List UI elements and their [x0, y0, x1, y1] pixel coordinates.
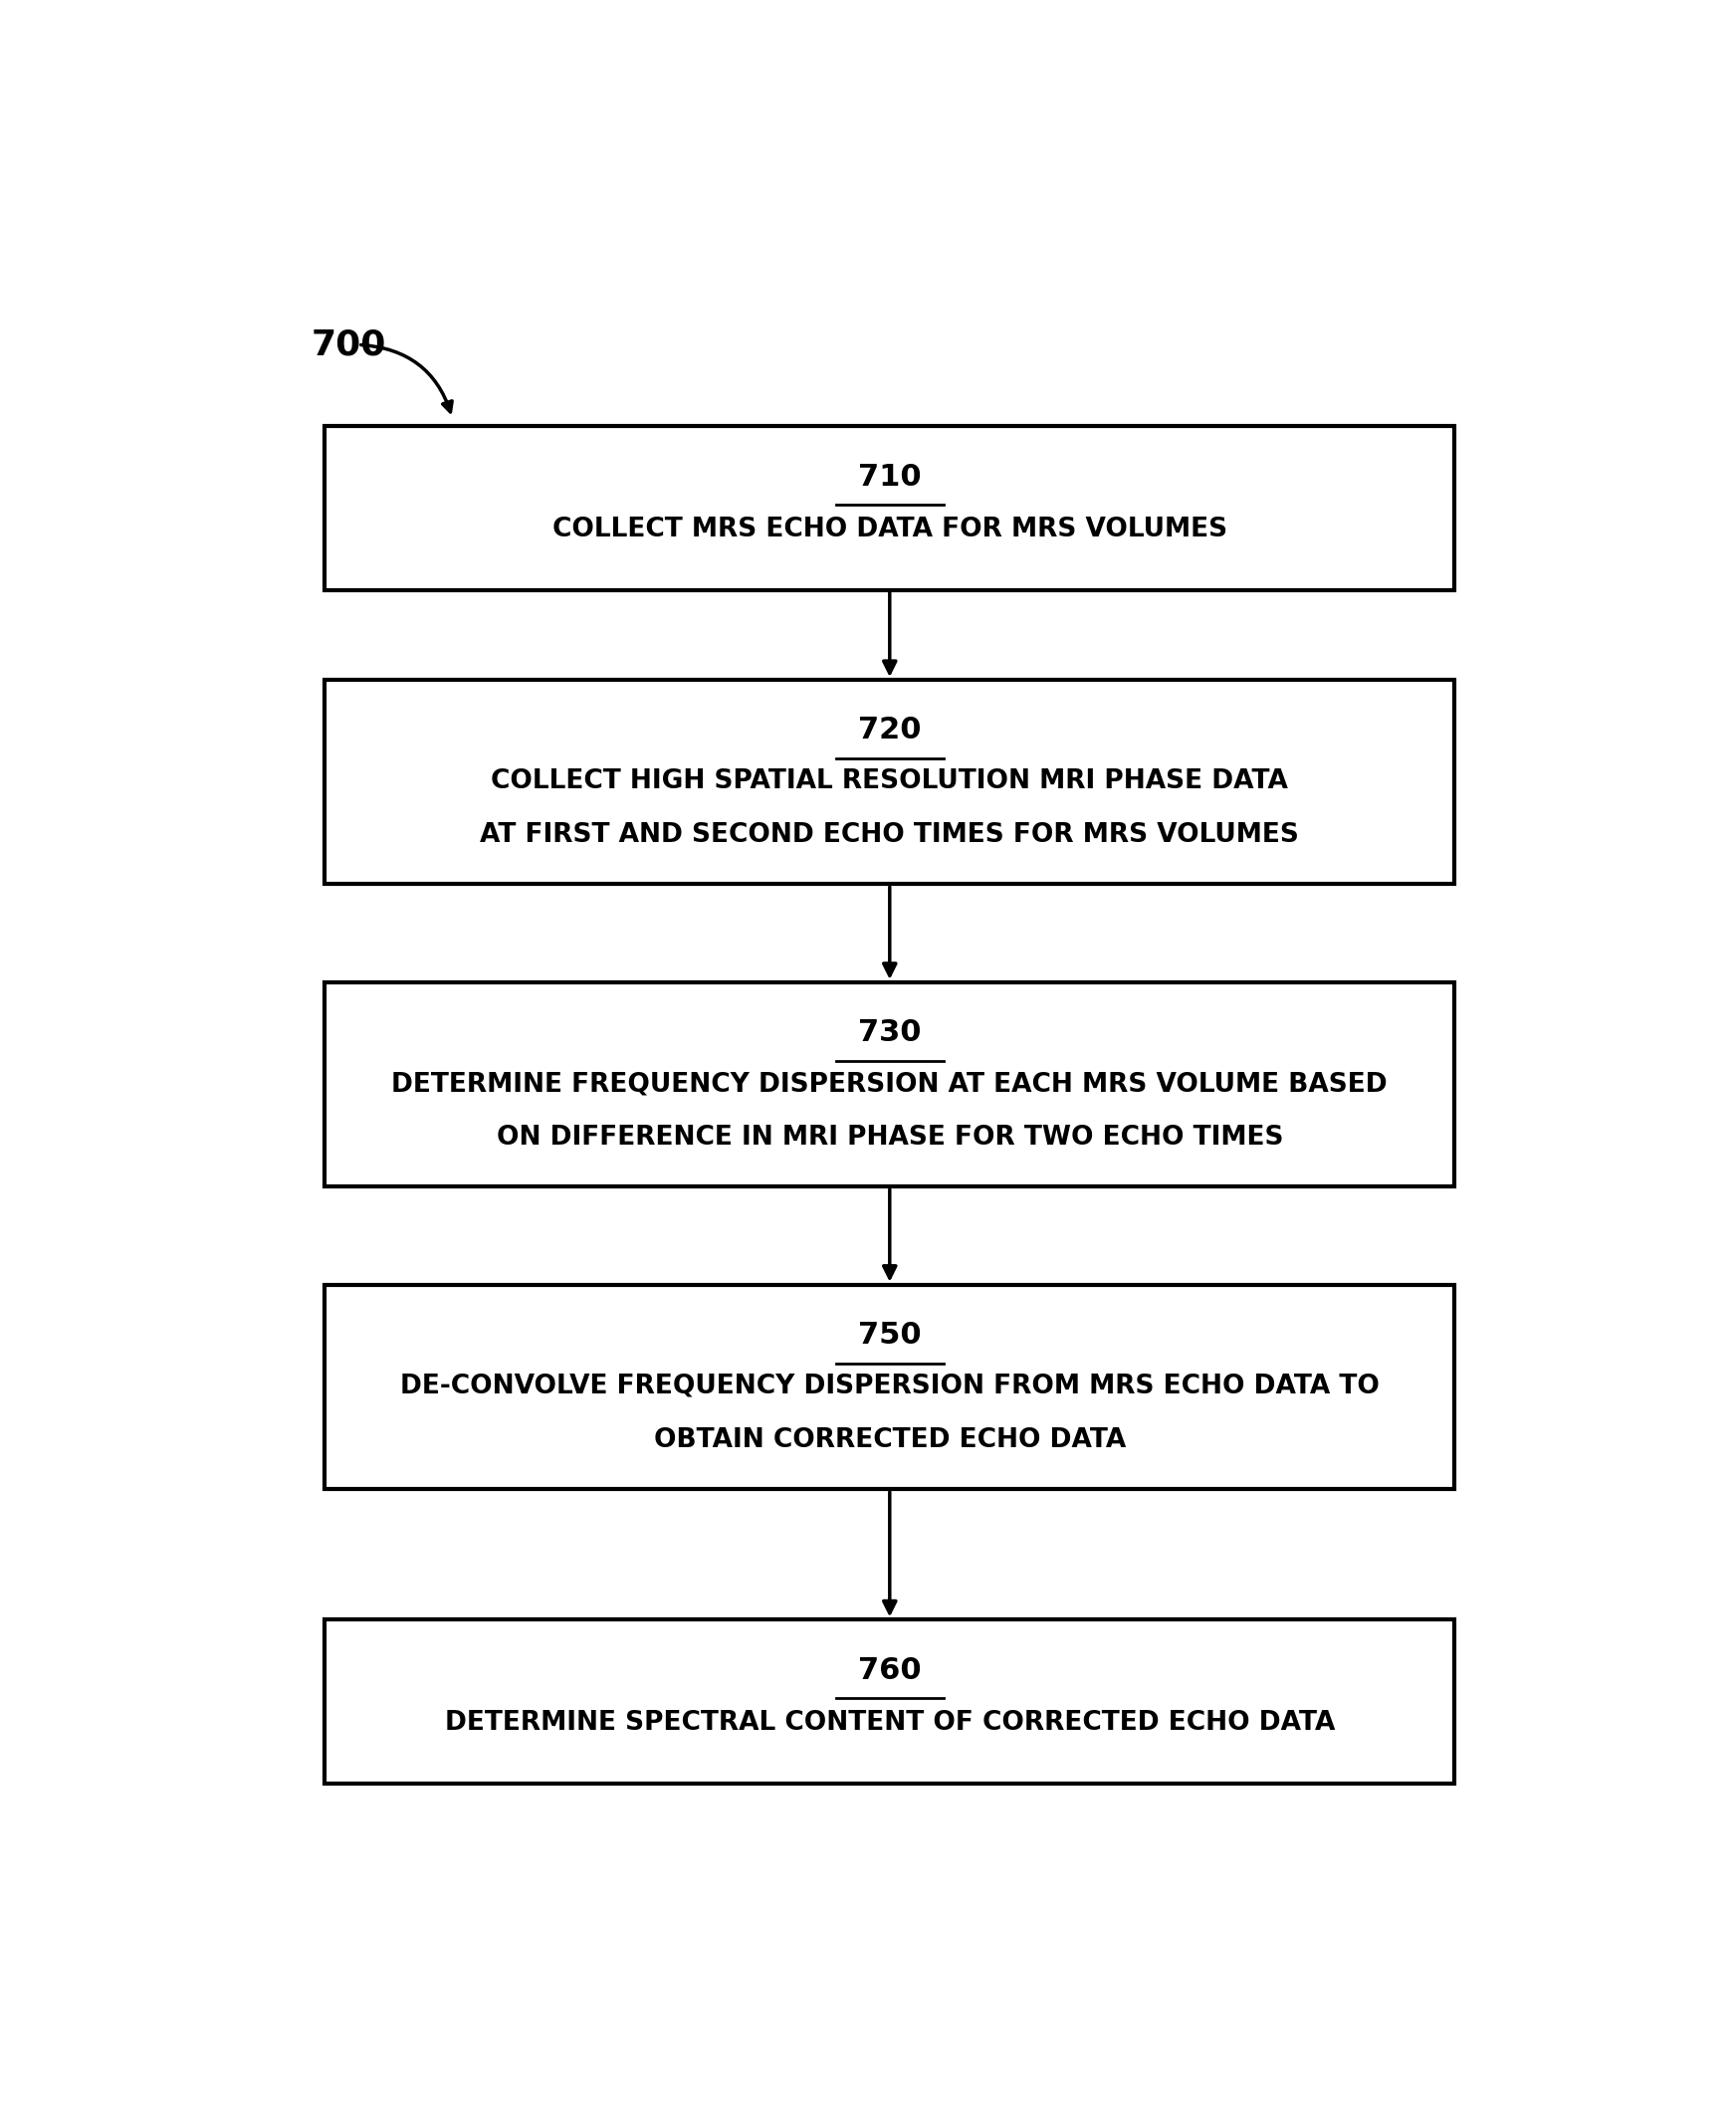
Text: DETERMINE SPECTRAL CONTENT OF CORRECTED ECHO DATA: DETERMINE SPECTRAL CONTENT OF CORRECTED …	[444, 1709, 1335, 1737]
FancyBboxPatch shape	[325, 1284, 1455, 1488]
FancyBboxPatch shape	[325, 983, 1455, 1187]
Text: 750: 750	[858, 1321, 922, 1350]
Text: 700: 700	[311, 329, 385, 363]
Text: 720: 720	[858, 715, 922, 745]
Text: COLLECT HIGH SPATIAL RESOLUTION MRI PHASE DATA: COLLECT HIGH SPATIAL RESOLUTION MRI PHAS…	[491, 769, 1288, 794]
Text: 710: 710	[858, 463, 922, 490]
Text: ON DIFFERENCE IN MRI PHASE FOR TWO ECHO TIMES: ON DIFFERENCE IN MRI PHASE FOR TWO ECHO …	[496, 1125, 1283, 1151]
Text: COLLECT MRS ECHO DATA FOR MRS VOLUMES: COLLECT MRS ECHO DATA FOR MRS VOLUMES	[552, 516, 1227, 541]
Text: DE-CONVOLVE FREQUENCY DISPERSION FROM MRS ECHO DATA TO: DE-CONVOLVE FREQUENCY DISPERSION FROM MR…	[399, 1374, 1380, 1399]
Text: AT FIRST AND SECOND ECHO TIMES FOR MRS VOLUMES: AT FIRST AND SECOND ECHO TIMES FOR MRS V…	[481, 822, 1299, 849]
FancyBboxPatch shape	[325, 427, 1455, 590]
Text: OBTAIN CORRECTED ECHO DATA: OBTAIN CORRECTED ECHO DATA	[654, 1427, 1125, 1454]
FancyBboxPatch shape	[325, 679, 1455, 883]
Text: 760: 760	[858, 1656, 922, 1684]
Text: DETERMINE FREQUENCY DISPERSION AT EACH MRS VOLUME BASED: DETERMINE FREQUENCY DISPERSION AT EACH M…	[392, 1070, 1387, 1098]
Text: 730: 730	[858, 1019, 922, 1047]
FancyBboxPatch shape	[325, 1620, 1455, 1783]
